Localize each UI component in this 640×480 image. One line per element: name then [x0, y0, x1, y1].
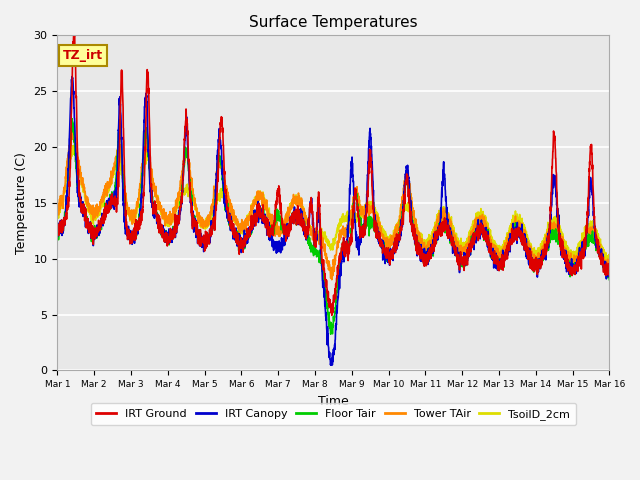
X-axis label: Time: Time [318, 395, 349, 408]
Legend: IRT Ground, IRT Canopy, Floor Tair, Tower TAir, TsoilD_2cm: IRT Ground, IRT Canopy, Floor Tair, Towe… [91, 403, 576, 425]
Title: Surface Temperatures: Surface Temperatures [249, 15, 418, 30]
Text: TZ_irt: TZ_irt [63, 49, 103, 62]
Y-axis label: Temperature (C): Temperature (C) [15, 152, 28, 254]
